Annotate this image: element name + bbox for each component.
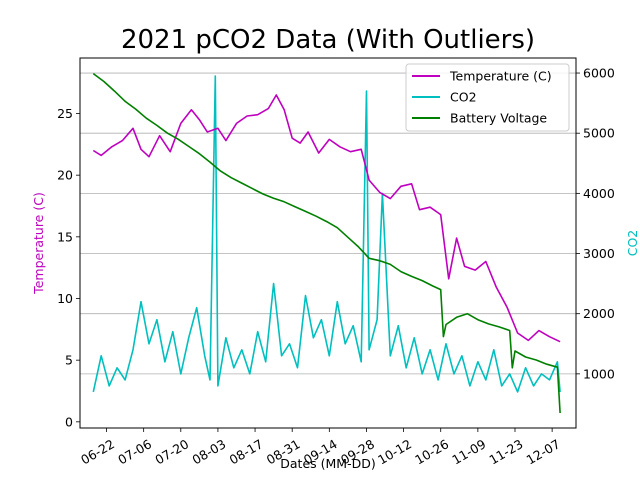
- y-right-tick-label: 4000: [583, 186, 615, 201]
- legend-box: [405, 63, 570, 132]
- x-tick-label: 08-03: [189, 436, 228, 467]
- legend: Temperature (C) CO2 Battery Voltage: [405, 63, 570, 132]
- x-tick-label: 06-22: [78, 436, 117, 467]
- y-right-tick-label: 6000: [583, 66, 615, 81]
- plot-frame: [79, 57, 577, 429]
- x-tick-label: 11-23: [487, 436, 526, 467]
- y-left-tick-label: 5: [65, 353, 73, 368]
- x-tick-label: 12-07: [524, 436, 563, 467]
- y-right-tick-label: 5000: [583, 126, 615, 141]
- y-right-tick-label: 2000: [583, 306, 615, 321]
- y-axis-left: 0 5 10 15 20 25: [57, 106, 80, 429]
- x-tick-label: 10-26: [412, 436, 451, 467]
- x-tick-label: 07-20: [152, 436, 191, 467]
- chart-title: 2021 pCO2 Data (With Outliers): [121, 25, 535, 55]
- y-left-tick-label: 0: [65, 414, 73, 429]
- legend-label-battery-voltage: Battery Voltage: [450, 111, 547, 126]
- series-lines: [92, 72, 561, 414]
- legend-label-temperature: Temperature (C): [449, 69, 552, 84]
- co2-line: [92, 75, 561, 393]
- y-left-tick-label: 20: [57, 168, 73, 183]
- y-right-tick-label: 1000: [583, 366, 615, 381]
- y-left-tick-label: 25: [57, 106, 73, 121]
- legend-label-co2: CO2: [450, 90, 477, 105]
- y-left-tick-label: 10: [57, 291, 73, 306]
- x-tick-label: 11-09: [449, 436, 488, 467]
- y-right-tick-label: 3000: [583, 246, 615, 261]
- x-axis-label: Dates (MM-DD): [280, 456, 375, 471]
- battery-voltage-line: [92, 72, 561, 414]
- y-left-tick-label: 15: [57, 229, 73, 244]
- temperature-line: [92, 94, 561, 343]
- x-tick-label: 07-06: [115, 436, 154, 467]
- y-axis-right: 1000 2000 3000 4000 5000 6000: [576, 66, 615, 381]
- y-axis-right-label: CO2: [625, 230, 640, 257]
- y-axis-left-label: Temperature (C): [31, 192, 46, 295]
- grid-lines: [80, 72, 576, 375]
- x-tick-label: 10-12: [375, 436, 414, 467]
- x-tick-label: 08-17: [227, 436, 266, 467]
